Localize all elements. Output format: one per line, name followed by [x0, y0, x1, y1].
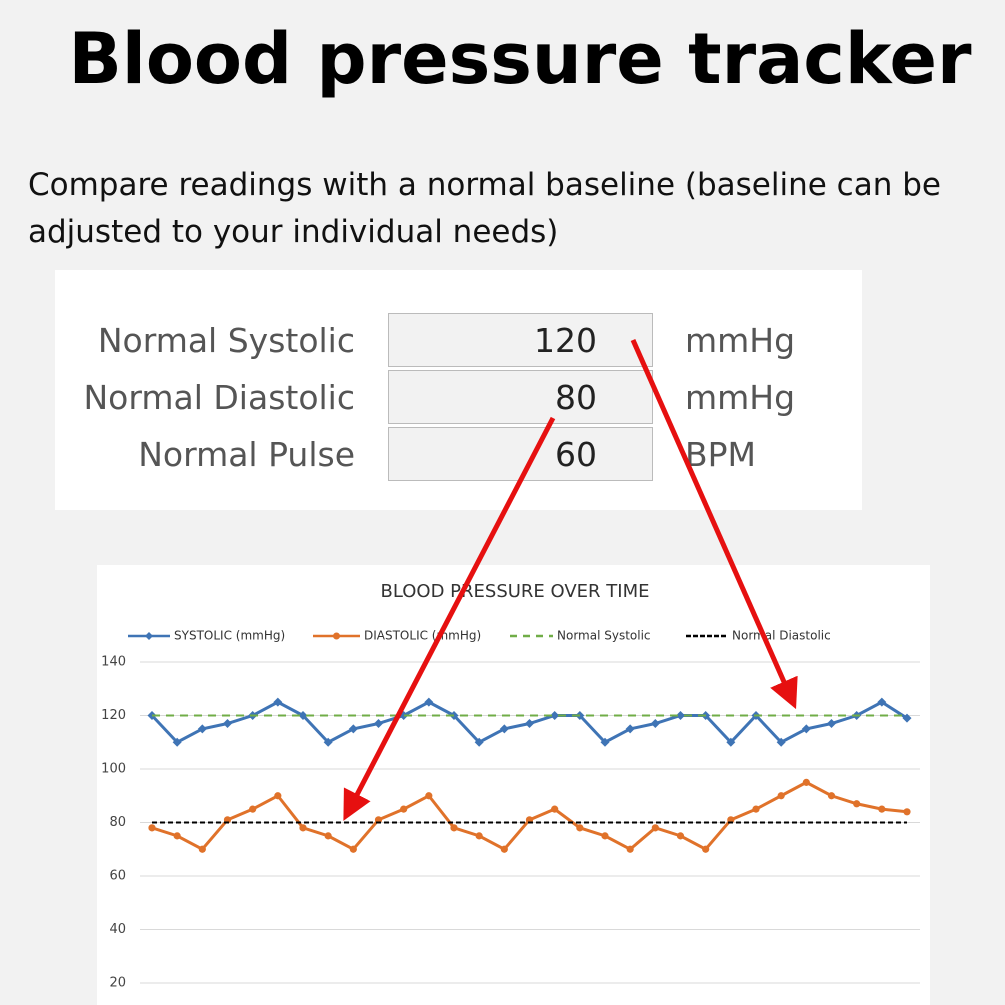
point — [425, 792, 433, 800]
row-value: 120 — [388, 313, 653, 367]
point — [197, 724, 207, 734]
point — [274, 792, 282, 800]
point — [450, 824, 458, 832]
point — [600, 737, 610, 747]
point — [273, 697, 283, 707]
point — [802, 778, 810, 786]
point — [374, 719, 383, 729]
point — [223, 719, 232, 729]
subtitle: Compare readings with a normal baseline … — [28, 167, 941, 250]
page-title: Blood pressure tracker — [68, 18, 972, 100]
chart-background — [97, 565, 930, 1005]
point — [500, 845, 508, 853]
point — [777, 792, 785, 800]
point — [626, 845, 634, 853]
point — [726, 737, 736, 747]
row-unit: BPM — [685, 435, 757, 474]
point — [474, 737, 484, 747]
y-tick-label: 60 — [109, 869, 126, 884]
point — [625, 724, 635, 734]
row-value: 60 — [388, 427, 653, 481]
point — [298, 711, 308, 720]
point — [551, 805, 559, 813]
point — [324, 832, 332, 840]
point — [198, 845, 206, 853]
point — [323, 737, 333, 747]
legend-label: SYSTOLIC (mmHg) — [174, 629, 285, 643]
row-label: Normal Diastolic — [83, 378, 356, 417]
table-row: Normal Diastolic 80 mmHg — [55, 370, 862, 426]
point — [752, 805, 760, 813]
point — [576, 824, 584, 832]
point — [148, 824, 156, 832]
arrow — [630, 338, 798, 710]
row-value: 80 — [388, 370, 653, 424]
point — [400, 805, 408, 813]
point — [776, 737, 786, 747]
point — [249, 805, 257, 813]
row-unit: mmHg — [685, 321, 796, 360]
point — [299, 824, 307, 832]
legend-label: Normal Diastolic — [732, 629, 831, 643]
point — [878, 805, 886, 813]
baseline-table: Normal Systolic 120 mmHg Normal Diastolic 80… — [55, 270, 862, 510]
point — [475, 832, 483, 840]
point — [903, 808, 911, 816]
arrow — [343, 416, 556, 821]
chart-title: BLOOD PRESSURE OVER TIME — [381, 581, 650, 602]
point — [877, 697, 887, 707]
y-tick-label: 80 — [109, 815, 126, 830]
row-label: Normal Pulse — [138, 435, 355, 474]
point — [172, 737, 182, 747]
row-label: Normal Systolic — [97, 321, 355, 360]
point — [525, 719, 534, 729]
row-unit: mmHg — [685, 378, 796, 417]
point — [650, 719, 660, 729]
point — [499, 724, 509, 734]
point — [601, 832, 609, 840]
point — [349, 845, 357, 853]
point — [827, 792, 836, 800]
table-row: Normal Pulse 60 BPM — [55, 427, 862, 483]
legend-label: DIASTOLIC (mmHg) — [364, 629, 481, 643]
legend-marker — [333, 632, 340, 640]
point — [801, 724, 811, 734]
legend-marker — [145, 632, 153, 640]
y-tick-label: 140 — [101, 655, 126, 670]
y-tick-label: 120 — [101, 708, 126, 723]
point — [550, 711, 560, 720]
point — [702, 845, 710, 853]
point — [676, 832, 685, 840]
point — [827, 719, 836, 729]
point — [853, 800, 861, 808]
point — [651, 824, 659, 832]
point — [676, 711, 685, 720]
y-tick-label: 100 — [101, 762, 126, 777]
point — [424, 697, 434, 707]
y-tick-label: 20 — [109, 976, 126, 991]
y-tick-label: 40 — [109, 922, 126, 937]
point — [173, 832, 181, 840]
point — [348, 724, 358, 734]
point — [902, 713, 912, 723]
table-row: Normal Systolic 120 mmHg — [55, 313, 862, 369]
legend-label: Normal Systolic — [557, 629, 651, 643]
